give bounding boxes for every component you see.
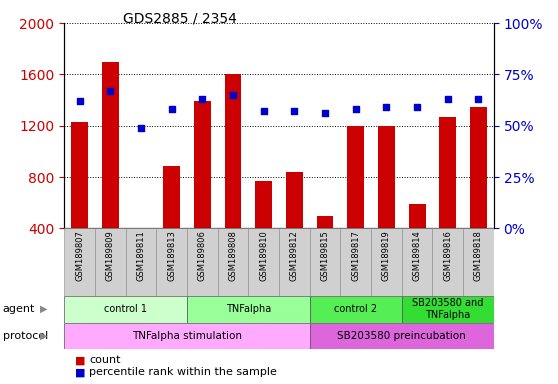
Text: GSM189815: GSM189815 bbox=[320, 230, 330, 281]
Text: GSM189813: GSM189813 bbox=[167, 230, 176, 281]
Bar bbox=[156, 228, 187, 296]
Text: ■: ■ bbox=[75, 355, 86, 365]
Point bbox=[474, 96, 483, 102]
Bar bbox=[347, 126, 364, 228]
Text: GSM189814: GSM189814 bbox=[412, 230, 422, 281]
Bar bbox=[224, 74, 242, 228]
Point bbox=[229, 92, 238, 98]
Text: GSM189817: GSM189817 bbox=[351, 230, 360, 281]
Text: count: count bbox=[89, 355, 121, 365]
Bar bbox=[126, 228, 156, 296]
Text: SB203580 preincubation: SB203580 preincubation bbox=[338, 331, 466, 341]
Bar bbox=[102, 61, 119, 228]
Bar bbox=[463, 228, 494, 296]
Text: GSM189818: GSM189818 bbox=[474, 230, 483, 281]
Point bbox=[290, 108, 299, 114]
Bar bbox=[218, 228, 248, 296]
Text: GSM189806: GSM189806 bbox=[198, 230, 207, 281]
Bar bbox=[371, 228, 402, 296]
Bar bbox=[310, 323, 494, 349]
Text: ▶: ▶ bbox=[40, 331, 47, 341]
Bar bbox=[64, 228, 95, 296]
Text: GSM189810: GSM189810 bbox=[259, 230, 268, 281]
Text: TNFalpha stimulation: TNFalpha stimulation bbox=[132, 331, 242, 341]
Point bbox=[443, 96, 452, 102]
Text: percentile rank within the sample: percentile rank within the sample bbox=[89, 367, 277, 377]
Point bbox=[412, 104, 421, 110]
Text: control 2: control 2 bbox=[334, 304, 377, 314]
Bar bbox=[279, 228, 310, 296]
Bar bbox=[64, 323, 310, 349]
Bar bbox=[402, 296, 494, 323]
Bar bbox=[71, 122, 88, 228]
Bar bbox=[132, 228, 150, 230]
Point bbox=[259, 108, 268, 114]
Bar bbox=[187, 228, 218, 296]
Text: GSM189819: GSM189819 bbox=[382, 230, 391, 281]
Text: ▶: ▶ bbox=[40, 304, 47, 314]
Text: ■: ■ bbox=[75, 367, 86, 377]
Point bbox=[198, 96, 206, 102]
Bar bbox=[248, 228, 279, 296]
Point bbox=[75, 98, 84, 104]
Text: protocol: protocol bbox=[3, 331, 48, 341]
Bar bbox=[194, 101, 211, 228]
Bar bbox=[402, 228, 432, 296]
Bar bbox=[470, 106, 487, 228]
Bar bbox=[439, 117, 456, 228]
Point bbox=[320, 110, 329, 116]
Bar bbox=[310, 296, 402, 323]
Text: SB203580 and
TNFalpha: SB203580 and TNFalpha bbox=[412, 298, 483, 320]
Point bbox=[105, 88, 115, 94]
Point bbox=[351, 106, 360, 113]
Text: control 1: control 1 bbox=[104, 304, 147, 314]
Text: GSM189809: GSM189809 bbox=[105, 230, 115, 281]
Bar bbox=[432, 228, 463, 296]
Text: GSM189811: GSM189811 bbox=[136, 230, 146, 281]
Bar bbox=[310, 228, 340, 296]
Point bbox=[382, 104, 391, 110]
Text: agent: agent bbox=[3, 304, 35, 314]
Point bbox=[167, 106, 176, 113]
Bar bbox=[286, 172, 303, 228]
Point bbox=[136, 125, 145, 131]
Text: TNFalpha: TNFalpha bbox=[225, 304, 271, 314]
Bar bbox=[255, 181, 272, 228]
Bar bbox=[378, 126, 395, 228]
Text: GSM189808: GSM189808 bbox=[228, 230, 238, 281]
Bar bbox=[408, 204, 426, 228]
Text: GSM189812: GSM189812 bbox=[290, 230, 299, 281]
Bar bbox=[340, 228, 371, 296]
Bar bbox=[187, 296, 310, 323]
Text: GSM189816: GSM189816 bbox=[443, 230, 453, 281]
Bar bbox=[95, 228, 126, 296]
Bar bbox=[64, 296, 187, 323]
Bar bbox=[316, 216, 334, 228]
Text: GDS2885 / 2354: GDS2885 / 2354 bbox=[123, 12, 237, 25]
Text: GSM189807: GSM189807 bbox=[75, 230, 84, 281]
Bar bbox=[163, 166, 180, 228]
